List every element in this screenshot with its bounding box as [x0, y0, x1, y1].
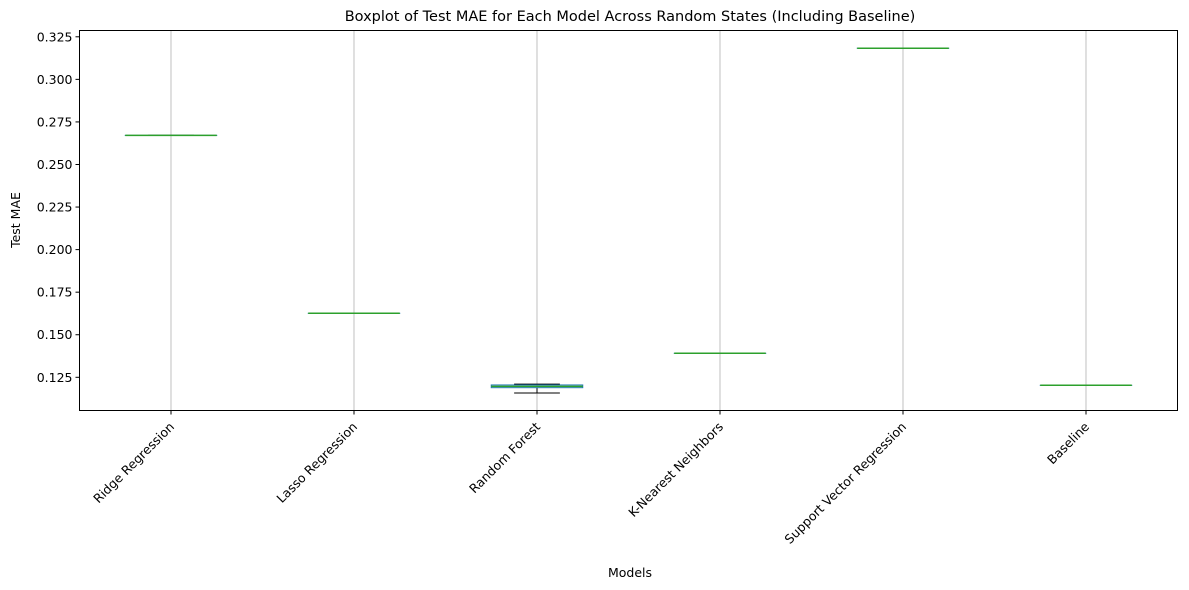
x-tick-label: K-Nearest Neighbors — [625, 419, 726, 520]
x-tick-label: Ridge Regression — [90, 419, 177, 506]
y-tick-label: 0.325 — [37, 29, 73, 44]
y-tick-label: 0.150 — [37, 327, 73, 342]
y-tick-label: 0.200 — [37, 242, 73, 257]
y-axis-ticks: 0.125 0.150 0.175 0.200 0.225 0.250 0.275 0.300… — [37, 29, 80, 385]
y-tick-label: 0.300 — [37, 72, 73, 87]
y-tick-label: 0.225 — [37, 200, 73, 215]
x-tick-label: Lasso Regression — [273, 419, 360, 506]
y-tick-label: 0.250 — [37, 157, 73, 172]
y-tick-label: 0.175 — [37, 285, 73, 300]
y-tick-label: 0.275 — [37, 114, 73, 129]
boxes — [124, 47, 1133, 394]
x-tick-label: Baseline — [1044, 419, 1092, 467]
x-gridlines — [170, 30, 1087, 411]
y-tick-label: 0.125 — [37, 370, 73, 385]
x-tick-label: Support Vector Regression — [781, 419, 909, 547]
box-random-forest — [490, 383, 584, 394]
x-tick-label: Random Forest — [466, 419, 543, 496]
chart-title: Boxplot of Test MAE for Each Model Acros… — [345, 9, 916, 25]
x-axis-label: Models — [608, 565, 652, 580]
y-axis-label: Test MAE — [8, 192, 23, 249]
x-axis-ticks: Ridge Regression Lasso Regression Random F… — [90, 410, 1092, 547]
plot-area-frame — [79, 30, 1178, 411]
